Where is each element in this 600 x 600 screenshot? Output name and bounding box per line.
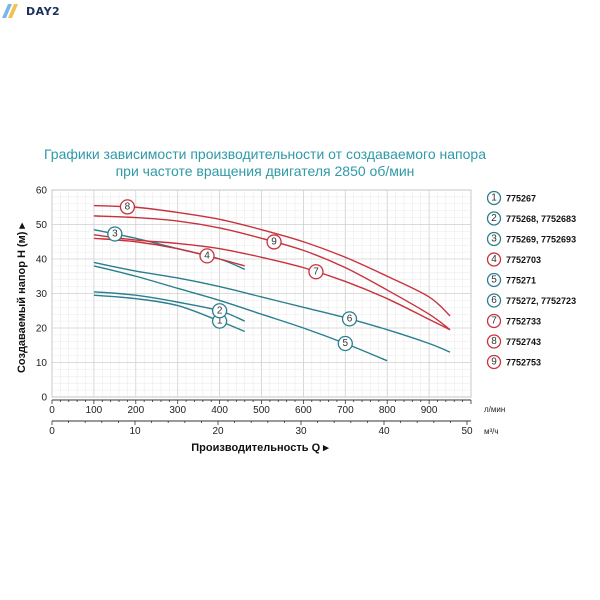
series-line-7 — [93, 234, 451, 331]
x-lpm-tick-label: 300 — [169, 405, 186, 416]
legend-marker-6 — [486, 293, 502, 308]
legend-marker-label-6: 6 — [491, 295, 497, 306]
legend-label-4: 7752703 — [506, 255, 541, 265]
x-lpm-tick-label: 400 — [211, 405, 228, 416]
series-line-6 — [93, 261, 451, 353]
x-lpm-tick-label: 900 — [421, 405, 438, 416]
x-lpm-tick-label: 100 — [86, 405, 103, 416]
legend-label-9: 7752753 — [506, 358, 541, 368]
legend-marker-8 — [486, 334, 502, 349]
legend-marker-9 — [486, 354, 502, 370]
legend-marker-5 — [486, 272, 502, 288]
series-marker-label-3: 3 — [112, 228, 118, 239]
legend-marker-2 — [486, 211, 502, 226]
legend-marker-label-3: 3 — [491, 234, 497, 245]
y-tick-label: 50 — [36, 220, 48, 231]
x-lpm-tick-label: 500 — [253, 405, 270, 416]
series-marker-label-6: 6 — [347, 313, 353, 324]
series-marker-label-7: 7 — [313, 266, 319, 277]
legend-marker-label-7: 7 — [491, 316, 497, 327]
legend-marker-3 — [486, 231, 502, 247]
x-m3h-tick-label: 50 — [461, 426, 473, 437]
x-axis-title: Производительность Q ▸ — [191, 442, 329, 454]
legend-marker-label-5: 5 — [491, 275, 497, 286]
series-marker-label-9: 9 — [271, 236, 277, 247]
legend-marker-label-4: 4 — [491, 254, 497, 265]
y-tick-label: 10 — [36, 358, 48, 369]
series-marker-4 — [199, 248, 215, 264]
legend-label-1: 775267 — [506, 194, 536, 204]
brand-logo: DAY2 — [2, 4, 60, 18]
legend-label-6: 775272, 7752723 — [506, 296, 576, 306]
series-line-4 — [93, 237, 245, 267]
legend-label-5: 775271 — [506, 276, 536, 286]
legend-marker-4 — [486, 252, 502, 267]
x-m3h-tick-label: 40 — [378, 426, 390, 437]
legend-marker-label-8: 8 — [491, 336, 497, 347]
legend-marker-label-9: 9 — [491, 357, 497, 368]
brand-stripes-icon — [2, 4, 18, 18]
legend-marker-1 — [486, 190, 502, 206]
x-lpm-tick-label: 600 — [295, 405, 312, 416]
x-lpm-tick-label: 700 — [337, 405, 354, 416]
x-m3h-tick-label: 10 — [129, 426, 141, 437]
x-m3h-tick-label: 30 — [295, 426, 307, 437]
x-lpm-tick-label: 200 — [127, 405, 144, 416]
series-line-1 — [93, 294, 246, 333]
x-m3h-unit: м³/ч — [484, 427, 499, 436]
y-tick-label: 20 — [36, 324, 48, 335]
x-lpm-tick-label: 800 — [379, 405, 396, 416]
x-lpm-unit: л/мин — [484, 405, 505, 414]
chart-title-block: Графики зависимости производительности о… — [0, 146, 530, 180]
brand-name: DAY2 — [26, 4, 61, 18]
legend-label-3: 775269, 7752693 — [506, 235, 576, 245]
y-tick-label: 40 — [36, 255, 48, 266]
series-line-9 — [93, 215, 451, 331]
series-marker-label-1: 1 — [217, 316, 223, 327]
series-marker-label-2: 2 — [217, 305, 223, 316]
series-marker-label-8: 8 — [125, 201, 131, 212]
series-marker-3 — [107, 226, 123, 242]
y-tick-label: 30 — [36, 289, 48, 300]
series-marker-2 — [211, 303, 228, 319]
legend-label-8: 7752743 — [506, 337, 541, 347]
series-line-8 — [93, 204, 451, 317]
legend-label-2: 775268, 7752683 — [506, 214, 576, 224]
y-tick-label: 0 — [41, 393, 47, 404]
y-tick-label: 60 — [36, 186, 48, 197]
series-marker-label-5: 5 — [343, 338, 349, 349]
series-marker-label-4: 4 — [204, 250, 210, 261]
x-m3h-tick-label: 20 — [212, 426, 224, 437]
legend-marker-7 — [486, 313, 502, 329]
legend-marker-label-2: 2 — [491, 213, 497, 224]
series-marker-7 — [308, 264, 324, 280]
series-marker-8 — [119, 199, 136, 215]
series-marker-9 — [266, 234, 282, 250]
series-line-2 — [93, 291, 246, 322]
chart-title: Графики зависимости производительности о… — [43, 146, 486, 162]
x-lpm-zero-label: 0 — [49, 405, 55, 416]
series-marker-6 — [341, 311, 358, 327]
legend-label-7: 7752733 — [506, 317, 541, 327]
legend-marker-label-1: 1 — [491, 193, 497, 204]
y-axis-title: Создаваемый напор H (м) ▸ — [16, 222, 28, 373]
chart-subtitle: при частоте вращения двигателя 2850 об/м… — [115, 163, 415, 179]
series-marker-5 — [337, 335, 353, 352]
x-m3h-tick-label: 0 — [49, 426, 55, 437]
